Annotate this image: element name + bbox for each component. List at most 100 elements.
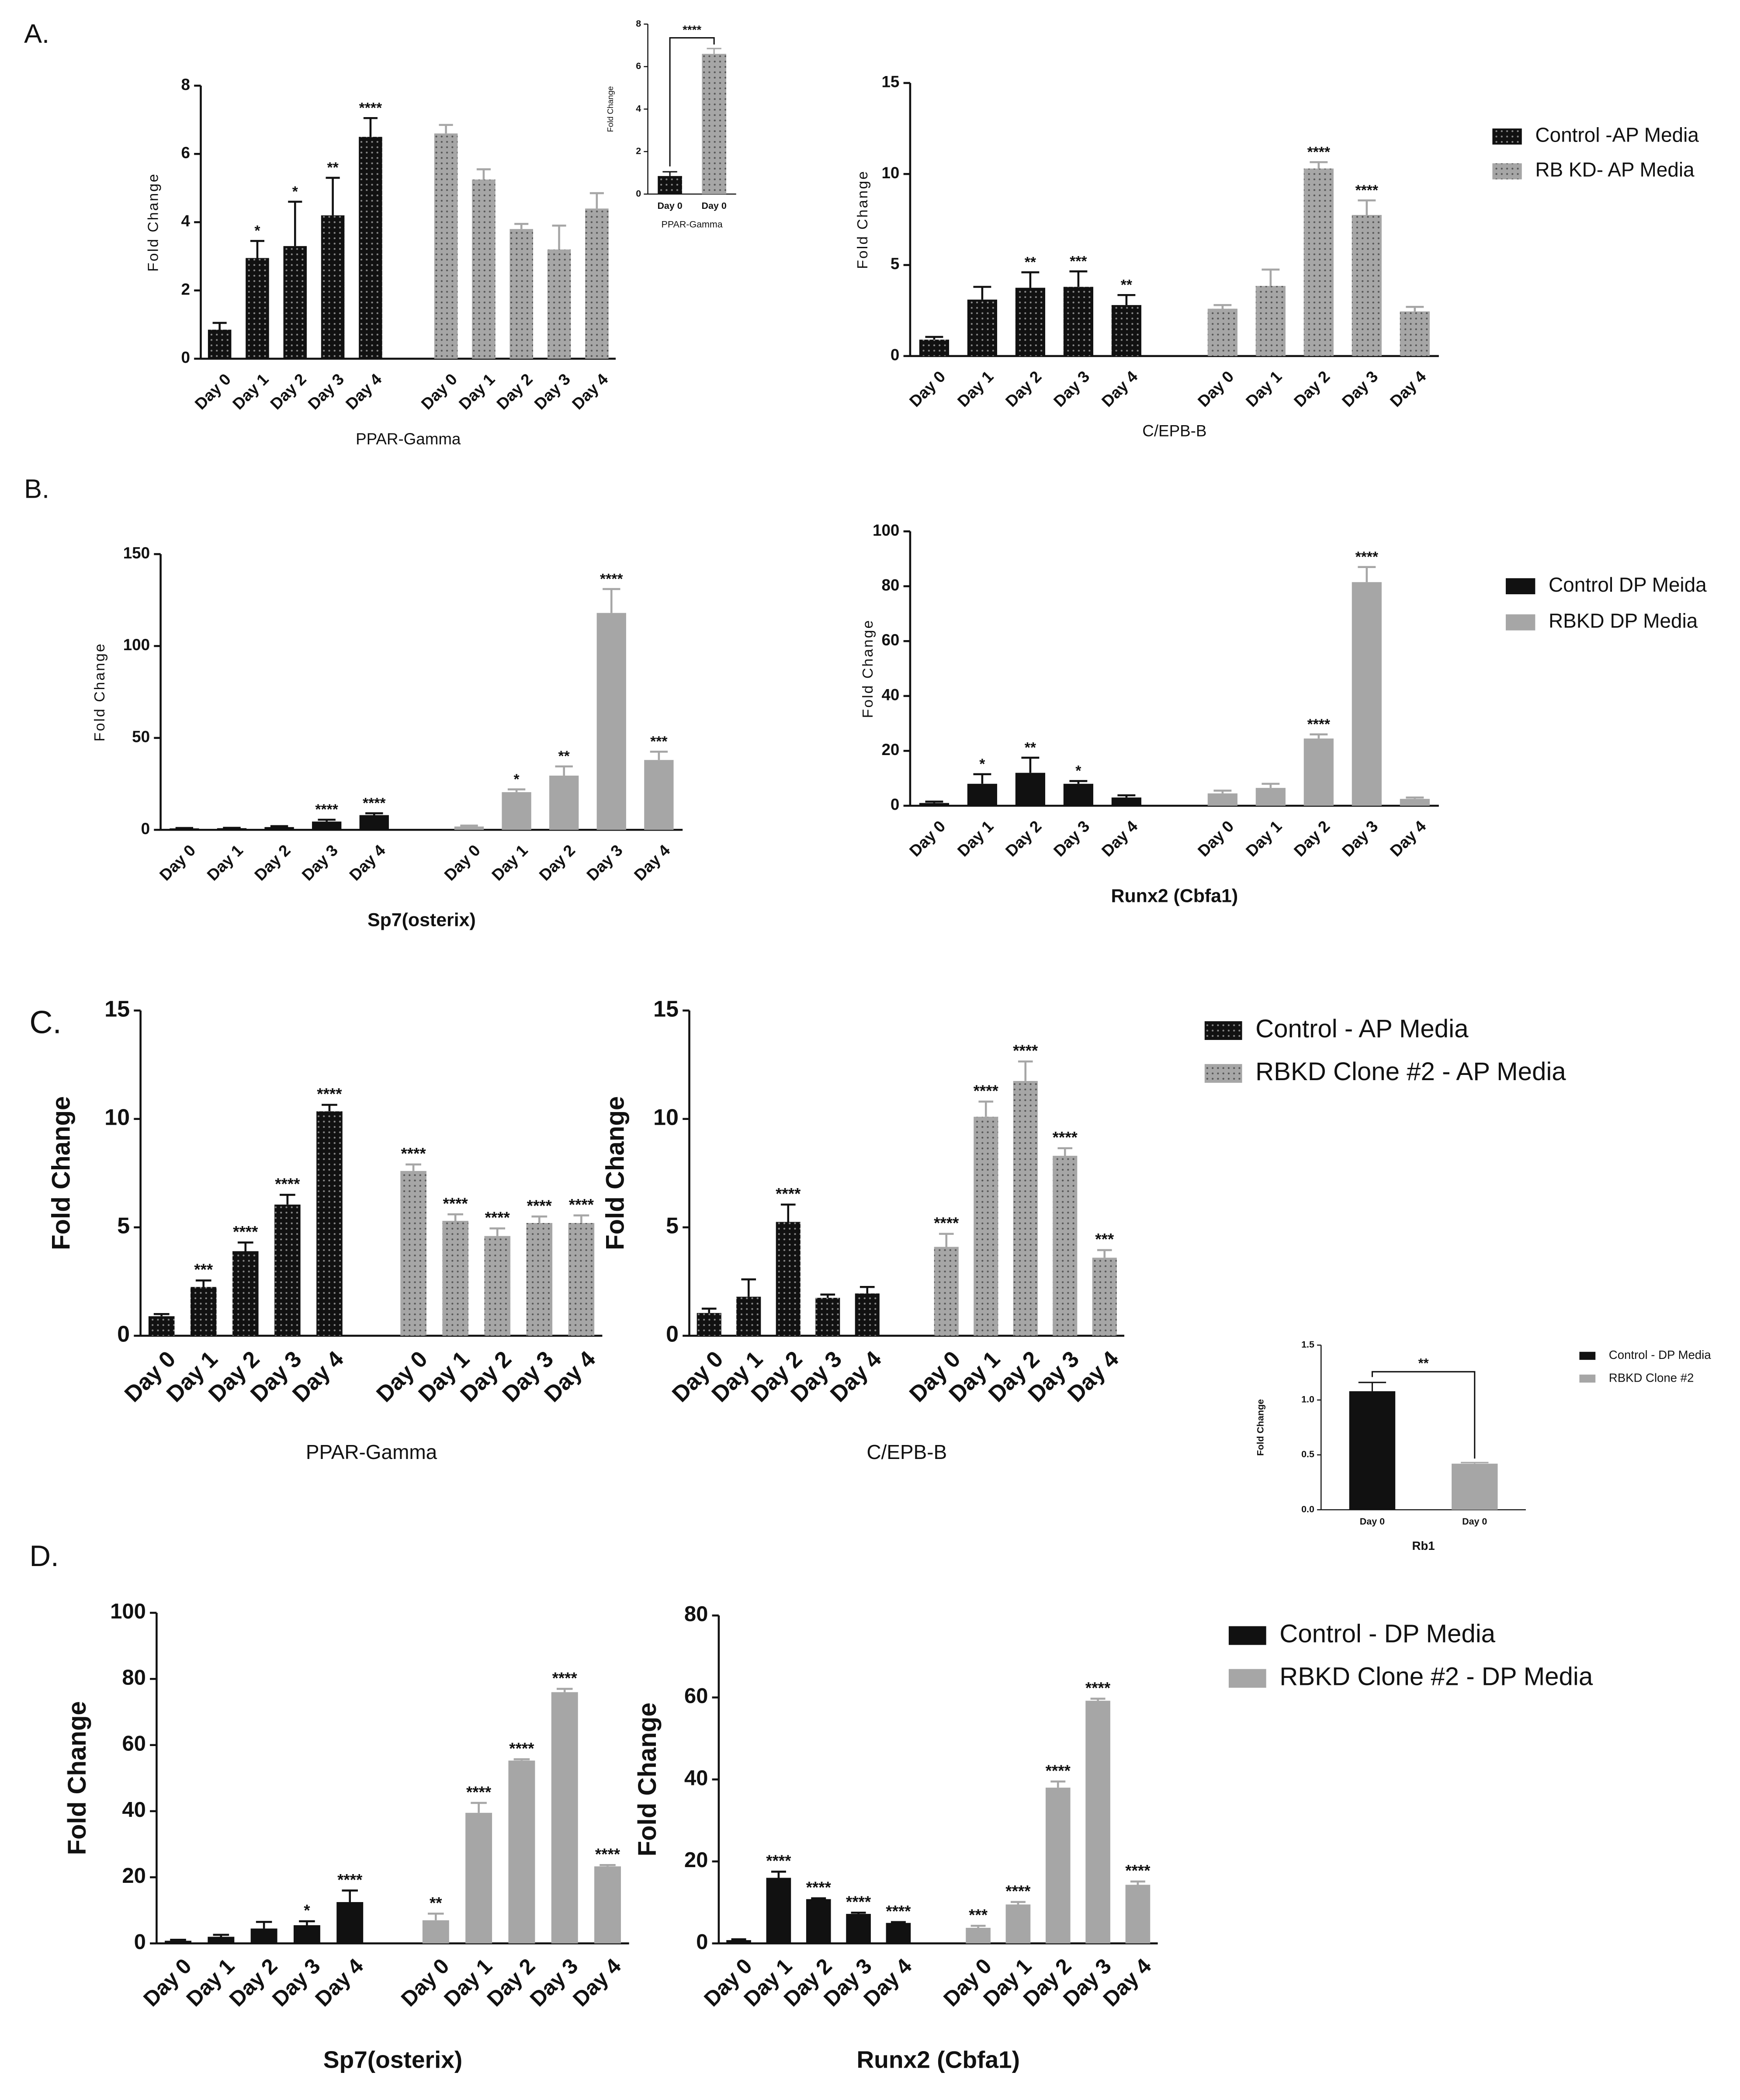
y-tick-label: 15	[881, 73, 899, 91]
error-bar	[170, 1938, 186, 1941]
error-bar	[514, 223, 529, 229]
bar	[293, 1925, 320, 1944]
bar	[934, 1247, 959, 1336]
significance-label: ****	[233, 1223, 258, 1241]
x-tick-label: Day 2	[1290, 367, 1333, 410]
error-bar	[811, 1897, 826, 1899]
bar	[502, 792, 531, 830]
significance-label: ****	[886, 1902, 911, 1920]
y-tick-label: 60	[122, 1732, 146, 1756]
error-bar	[363, 117, 378, 137]
bar	[846, 1914, 871, 1944]
legend-label: RBKD Clone #2 - AP Media	[1255, 1057, 1566, 1086]
error-bar	[1050, 1780, 1066, 1788]
y-tick-label: 8	[636, 18, 641, 29]
significance-label: **	[1025, 254, 1036, 270]
x-tick-label: Day 0	[191, 370, 234, 413]
error-bar	[1358, 1382, 1386, 1391]
bar	[549, 776, 579, 830]
legend-label: Control - AP Media	[1255, 1015, 1469, 1043]
bar	[702, 54, 726, 194]
bar	[815, 1298, 840, 1336]
bar	[1207, 793, 1237, 806]
significance-label: ****	[846, 1893, 871, 1911]
y-tick-label: 10	[104, 1105, 130, 1130]
error-bar	[1213, 304, 1232, 309]
x-tick-label: Day 0	[1194, 817, 1237, 860]
x-tick-label: Day 3	[583, 841, 626, 884]
x-tick-label: Day 2	[267, 370, 309, 413]
error-bar	[195, 1279, 211, 1287]
error-bar	[1069, 780, 1088, 784]
x-tick-label: Day 2	[493, 370, 536, 413]
error-bar	[939, 1233, 954, 1247]
bar	[165, 1941, 192, 1944]
error-bar	[270, 825, 288, 828]
error-bar	[489, 1227, 506, 1236]
legend-label: Control DP Meida	[1549, 573, 1707, 596]
significance-label: ****	[552, 1669, 578, 1687]
error-bar	[1021, 756, 1040, 773]
bar	[1111, 305, 1141, 356]
x-axis-label: Sp7(osterix)	[367, 910, 476, 931]
significance-label: ***	[969, 1906, 988, 1924]
y-tick-label: 4	[181, 212, 191, 230]
y-axis-label: Fold Change	[633, 1702, 662, 1856]
bar	[1255, 286, 1286, 356]
bar	[967, 783, 997, 806]
x-axis-label: PPAR-Gamma	[306, 1441, 437, 1463]
bar	[465, 1812, 492, 1944]
x-tick-label: Day 4	[631, 841, 674, 884]
y-tick-label: 0.0	[1301, 1504, 1314, 1514]
significance-label: *	[514, 771, 520, 787]
x-tick-label: Day 0	[418, 370, 461, 413]
bar	[217, 828, 247, 830]
bar	[246, 258, 269, 359]
significance-label: ****	[569, 1196, 594, 1213]
significance-label: ****	[275, 1175, 300, 1193]
x-tick-label: Day 1	[229, 370, 272, 413]
x-tick-label: Day 0	[156, 841, 199, 884]
significance-label: ****	[934, 1214, 959, 1232]
significance-label: ****	[401, 1145, 426, 1163]
x-tick-label: Day 1	[488, 841, 531, 884]
x-tick-label: Day 0	[1360, 1516, 1385, 1527]
error-bar	[971, 1924, 986, 1928]
significance-bracket	[669, 37, 715, 166]
y-tick-label: 6	[181, 144, 190, 162]
significance-bracket	[1371, 1371, 1476, 1459]
error-bar	[780, 1203, 796, 1222]
significance-label: ****	[974, 1082, 999, 1100]
significance-label: ****	[443, 1195, 468, 1213]
y-axis-label: Fold Change	[601, 1096, 629, 1250]
x-axis-label: Sp7(osterix)	[323, 2046, 463, 2073]
y-tick-label: 10	[653, 1105, 679, 1130]
x-tick-label: Day 4	[346, 841, 389, 884]
error-bar	[851, 1911, 866, 1914]
error-bar	[573, 1214, 589, 1223]
error-bar	[428, 1913, 444, 1920]
bar	[454, 826, 484, 830]
bar	[1092, 1258, 1117, 1336]
error-bar	[589, 192, 604, 209]
y-tick-label: 100	[110, 1600, 146, 1623]
bar	[250, 1928, 277, 1944]
error-bar	[1310, 161, 1328, 169]
bar	[359, 815, 389, 830]
x-tick-label: Day 0	[1462, 1516, 1487, 1527]
legend-label: Control -AP Media	[1535, 124, 1699, 146]
bar	[274, 1204, 301, 1336]
error-bar	[1262, 268, 1280, 286]
bar	[594, 1866, 621, 1944]
bar	[919, 803, 949, 806]
legend-label: RBKD Clone #2	[1609, 1371, 1694, 1384]
error-bar	[213, 1934, 229, 1937]
y-tick-label: 1.0	[1301, 1394, 1314, 1405]
y-tick-label: 100	[873, 521, 899, 539]
significance-label: **	[327, 160, 339, 176]
significance-label: ****	[806, 1878, 832, 1896]
x-axis-label: PPAR-Gamma	[662, 219, 723, 230]
error-bar	[662, 171, 677, 176]
bar	[484, 1236, 510, 1336]
bar	[1255, 788, 1286, 806]
